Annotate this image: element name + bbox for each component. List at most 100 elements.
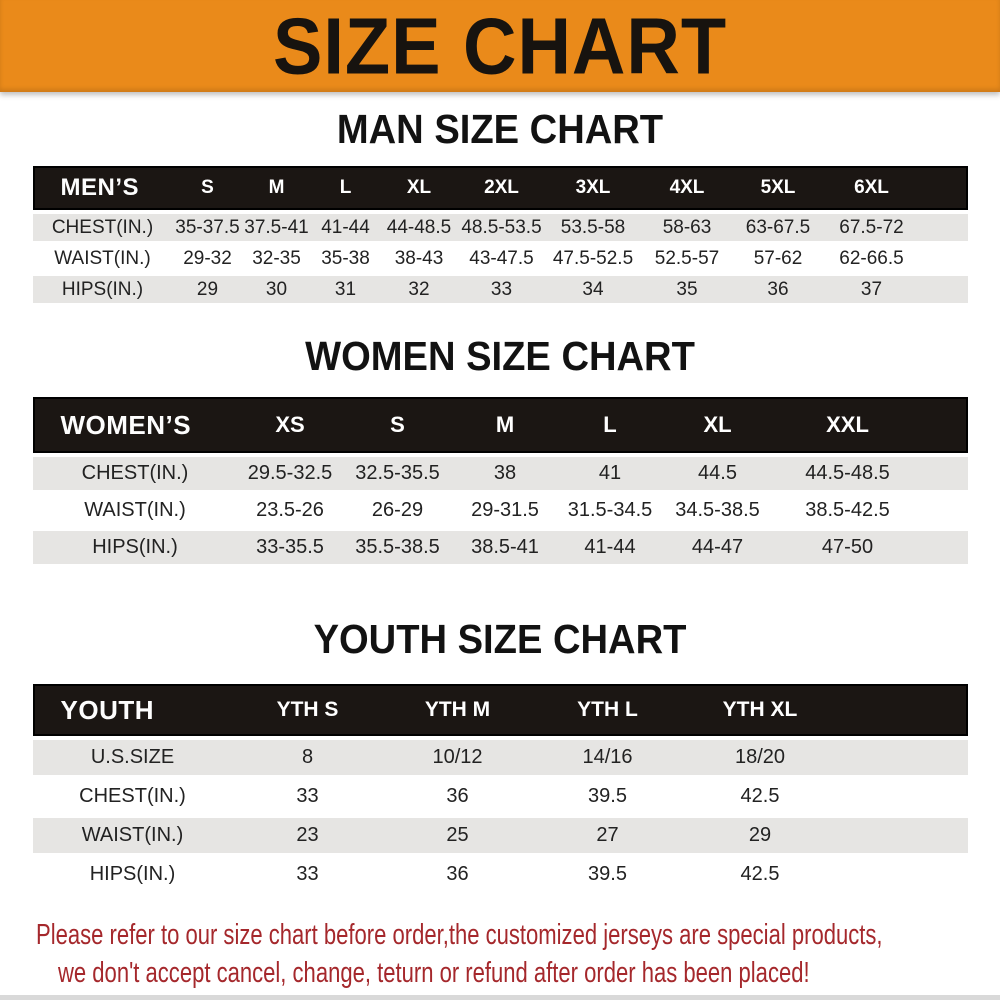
size-value-cell: 14/16 xyxy=(532,740,683,775)
size-value-cell: 39.5 xyxy=(532,779,683,814)
size-value-cell: 38.5-41 xyxy=(452,531,558,564)
size-value-cell: 32-35 xyxy=(242,245,311,272)
size-value-cell: 47.5-52.5 xyxy=(545,245,641,272)
size-column-header: 5XL xyxy=(733,166,823,210)
size-value-cell: 34 xyxy=(545,276,641,303)
size-value-cell: 44.5-48.5 xyxy=(772,457,923,490)
size-value-cell: 35 xyxy=(640,276,734,303)
measurement-row: HIPS(IN.) 29 30 31 32 33 34 35 36 37 xyxy=(32,276,968,303)
size-value-cell: 42.5 xyxy=(682,857,838,892)
size-value-cell: 41-44 xyxy=(310,214,381,241)
size-value-cell: 43-47.5 xyxy=(457,245,546,272)
size-value-cell: 52.5-57 xyxy=(640,245,734,272)
size-value-cell: 23.5-26 xyxy=(237,494,343,527)
youth-size-table: YOUTH YTH S YTH M YTH L YTH XL U.S.SIZE 8 10/… xyxy=(32,680,968,896)
header-filler-cell xyxy=(837,684,968,736)
row-filler-cell xyxy=(920,214,968,241)
size-column-header: YTH M xyxy=(382,684,533,736)
size-column-header: XS xyxy=(237,397,343,453)
row-label: HIPS(IN.) xyxy=(32,531,238,564)
order-notice: Please refer to our size chart before or… xyxy=(0,916,1000,992)
header-filler-cell xyxy=(922,397,968,453)
size-value-cell: 42.5 xyxy=(682,779,838,814)
measurement-row: HIPS(IN.) 33-35.5 35.5-38.5 38.5-41 41-44 44-… xyxy=(32,531,968,564)
row-filler-cell xyxy=(837,818,968,853)
size-value-cell: 31 xyxy=(310,276,381,303)
row-filler-cell xyxy=(920,245,968,272)
size-column-header: L xyxy=(557,397,663,453)
size-value-cell: 33 xyxy=(232,779,383,814)
size-value-cell: 34.5-38.5 xyxy=(662,494,773,527)
size-value-cell: 29-32 xyxy=(172,245,243,272)
size-value-cell: 10/12 xyxy=(382,740,533,775)
row-label: CHEST(IN.) xyxy=(32,779,233,814)
size-chart-banner: SIZE CHART xyxy=(0,0,1000,92)
size-value-cell: 38-43 xyxy=(380,245,458,272)
size-column-header: 6XL xyxy=(822,166,921,210)
measurement-row: CHEST(IN.) 29.5-32.5 32.5-35.5 38 41 44.5 44.5… xyxy=(32,457,968,490)
size-value-cell: 37 xyxy=(822,276,921,303)
size-value-cell: 41 xyxy=(557,457,663,490)
size-value-cell: 35.5-38.5 xyxy=(342,531,453,564)
row-label: HIPS(IN.) xyxy=(32,276,173,303)
size-value-cell: 23 xyxy=(232,818,383,853)
size-value-cell: 36 xyxy=(382,857,533,892)
row-label: CHEST(IN.) xyxy=(32,457,238,490)
size-value-cell: 27 xyxy=(532,818,683,853)
row-label: WAIST(IN.) xyxy=(32,245,173,272)
size-column-header: M xyxy=(452,397,558,453)
size-value-cell: 33 xyxy=(232,857,383,892)
order-notice-line-1: Please refer to our size chart before or… xyxy=(36,919,883,951)
size-value-cell: 29 xyxy=(682,818,838,853)
size-value-cell: 47-50 xyxy=(772,531,923,564)
size-column-header: XL xyxy=(380,166,458,210)
man-size-section: MAN SIZE CHART MEN’S S M L XL 2XL 3XL 4XL 5XL 6X… xyxy=(0,106,1000,307)
size-chart-body: MAN SIZE CHART MEN’S S M L XL 2XL 3XL 4XL 5XL 6X… xyxy=(0,106,1000,992)
page-title: SIZE CHART xyxy=(272,1,728,91)
size-column-header: S xyxy=(172,166,243,210)
size-column-header: XL xyxy=(662,397,773,453)
size-column-header: S xyxy=(342,397,453,453)
size-value-cell: 58-63 xyxy=(640,214,734,241)
youth-size-section: YOUTH SIZE CHART YOUTH YTH S YTH M YTH L YT… xyxy=(0,616,1000,896)
size-column-header: YTH L xyxy=(532,684,683,736)
size-value-cell: 31.5-34.5 xyxy=(557,494,663,527)
row-filler-cell xyxy=(837,740,968,775)
order-notice-line-2: we don't accept cancel, change, teturn o… xyxy=(58,957,810,989)
measurement-row: CHEST(IN.) 33 36 39.5 42.5 xyxy=(32,779,968,814)
size-value-cell: 37.5-41 xyxy=(242,214,311,241)
measurement-row: U.S.SIZE 8 10/12 14/16 18/20 xyxy=(32,740,968,775)
size-value-cell: 57-62 xyxy=(733,245,823,272)
youth-size-title: YOUTH SIZE CHART xyxy=(313,616,687,662)
measurement-row: WAIST(IN.) 23.5-26 26-29 29-31.5 31.5-34.5 34… xyxy=(32,494,968,527)
row-filler-cell xyxy=(837,857,968,892)
size-value-cell: 41-44 xyxy=(557,531,663,564)
size-value-cell: 53.5-58 xyxy=(545,214,641,241)
size-value-cell: 30 xyxy=(242,276,311,303)
size-value-cell: 33-35.5 xyxy=(237,531,343,564)
size-column-header: L xyxy=(310,166,381,210)
man-size-header-row: MEN’S S M L XL 2XL 3XL 4XL 5XL 6XL xyxy=(32,166,968,210)
size-column-header: 2XL xyxy=(457,166,546,210)
youth-header-label: YOUTH xyxy=(32,684,233,736)
men-header-label: MEN’S xyxy=(32,166,173,210)
measurement-row: WAIST(IN.) 23 25 27 29 xyxy=(32,818,968,853)
size-value-cell: 32.5-35.5 xyxy=(342,457,453,490)
size-value-cell: 26-29 xyxy=(342,494,453,527)
size-column-header: 3XL xyxy=(545,166,641,210)
size-column-header: M xyxy=(242,166,311,210)
size-value-cell: 29-31.5 xyxy=(452,494,558,527)
women-header-label: WOMEN’S xyxy=(32,397,238,453)
women-size-title: WOMEN SIZE CHART xyxy=(305,333,695,379)
size-value-cell: 48.5-53.5 xyxy=(457,214,546,241)
size-value-cell: 35-38 xyxy=(310,245,381,272)
size-value-cell: 29 xyxy=(172,276,243,303)
row-label: CHEST(IN.) xyxy=(32,214,173,241)
row-filler-cell xyxy=(922,531,968,564)
size-value-cell: 18/20 xyxy=(682,740,838,775)
size-value-cell: 44.5 xyxy=(662,457,773,490)
size-column-header: XXL xyxy=(772,397,923,453)
youth-size-header-row: YOUTH YTH S YTH M YTH L YTH XL xyxy=(32,684,968,736)
row-label: WAIST(IN.) xyxy=(32,818,233,853)
size-value-cell: 44-48.5 xyxy=(380,214,458,241)
